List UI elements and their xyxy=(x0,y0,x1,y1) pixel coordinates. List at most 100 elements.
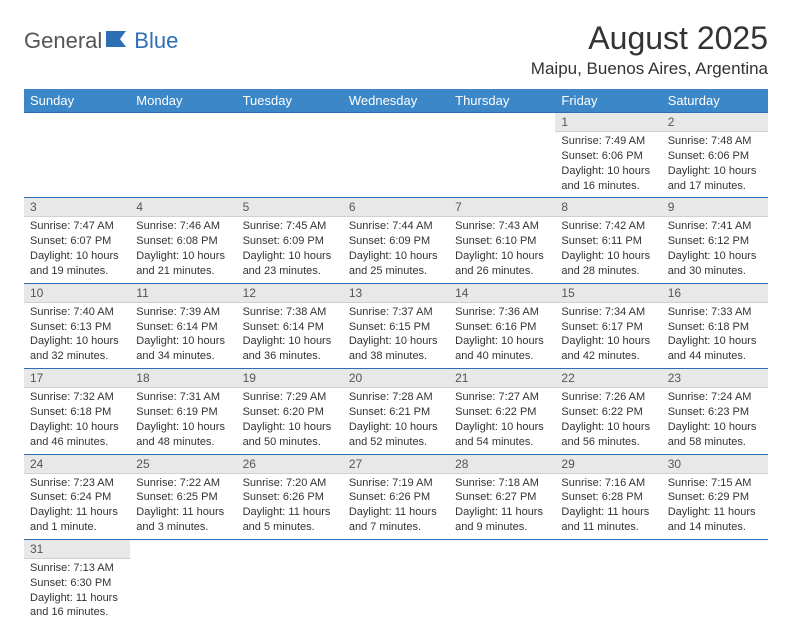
day-cell: 20Sunrise: 7:28 AMSunset: 6:21 PMDayligh… xyxy=(343,369,449,454)
week-row: 10Sunrise: 7:40 AMSunset: 6:13 PMDayligh… xyxy=(24,283,768,368)
day-number: 31 xyxy=(24,540,130,559)
day-number: 23 xyxy=(662,369,768,388)
day-number: 25 xyxy=(130,455,236,474)
day-number: 30 xyxy=(662,455,768,474)
day-number: 14 xyxy=(449,284,555,303)
day-cell xyxy=(343,113,449,198)
day-content: Sunrise: 7:33 AMSunset: 6:18 PMDaylight:… xyxy=(662,303,768,368)
day-content: Sunrise: 7:18 AMSunset: 6:27 PMDaylight:… xyxy=(449,474,555,539)
day-content: Sunrise: 7:23 AMSunset: 6:24 PMDaylight:… xyxy=(24,474,130,539)
day-cell xyxy=(555,539,661,624)
day-cell: 17Sunrise: 7:32 AMSunset: 6:18 PMDayligh… xyxy=(24,369,130,454)
day-number: 27 xyxy=(343,455,449,474)
day-content: Sunrise: 7:43 AMSunset: 6:10 PMDaylight:… xyxy=(449,217,555,282)
day-content: Sunrise: 7:36 AMSunset: 6:16 PMDaylight:… xyxy=(449,303,555,368)
day-cell: 14Sunrise: 7:36 AMSunset: 6:16 PMDayligh… xyxy=(449,283,555,368)
day-content: Sunrise: 7:20 AMSunset: 6:26 PMDaylight:… xyxy=(237,474,343,539)
logo: General Blue xyxy=(24,28,178,54)
day-cell xyxy=(130,539,236,624)
day-number: 4 xyxy=(130,198,236,217)
day-cell xyxy=(130,113,236,198)
day-number: 18 xyxy=(130,369,236,388)
day-number: 17 xyxy=(24,369,130,388)
day-cell: 15Sunrise: 7:34 AMSunset: 6:17 PMDayligh… xyxy=(555,283,661,368)
day-content: Sunrise: 7:40 AMSunset: 6:13 PMDaylight:… xyxy=(24,303,130,368)
day-cell: 9Sunrise: 7:41 AMSunset: 6:12 PMDaylight… xyxy=(662,198,768,283)
day-cell xyxy=(343,539,449,624)
day-header-row: SundayMondayTuesdayWednesdayThursdayFrid… xyxy=(24,89,768,113)
day-cell: 13Sunrise: 7:37 AMSunset: 6:15 PMDayligh… xyxy=(343,283,449,368)
day-content: Sunrise: 7:16 AMSunset: 6:28 PMDaylight:… xyxy=(555,474,661,539)
day-cell: 23Sunrise: 7:24 AMSunset: 6:23 PMDayligh… xyxy=(662,369,768,454)
day-content: Sunrise: 7:32 AMSunset: 6:18 PMDaylight:… xyxy=(24,388,130,453)
day-cell: 27Sunrise: 7:19 AMSunset: 6:26 PMDayligh… xyxy=(343,454,449,539)
day-content: Sunrise: 7:19 AMSunset: 6:26 PMDaylight:… xyxy=(343,474,449,539)
day-cell xyxy=(449,113,555,198)
day-content: Sunrise: 7:13 AMSunset: 6:30 PMDaylight:… xyxy=(24,559,130,624)
day-cell xyxy=(662,539,768,624)
day-cell: 28Sunrise: 7:18 AMSunset: 6:27 PMDayligh… xyxy=(449,454,555,539)
day-number: 21 xyxy=(449,369,555,388)
day-header: Friday xyxy=(555,89,661,113)
day-content: Sunrise: 7:49 AMSunset: 6:06 PMDaylight:… xyxy=(555,132,661,197)
day-cell: 16Sunrise: 7:33 AMSunset: 6:18 PMDayligh… xyxy=(662,283,768,368)
day-header: Monday xyxy=(130,89,236,113)
day-cell xyxy=(449,539,555,624)
day-cell xyxy=(24,113,130,198)
day-number: 15 xyxy=(555,284,661,303)
day-number: 1 xyxy=(555,113,661,132)
calendar-body: 1Sunrise: 7:49 AMSunset: 6:06 PMDaylight… xyxy=(24,113,768,624)
day-number: 19 xyxy=(237,369,343,388)
day-number: 16 xyxy=(662,284,768,303)
month-title: August 2025 xyxy=(531,20,768,57)
day-number: 9 xyxy=(662,198,768,217)
day-header: Tuesday xyxy=(237,89,343,113)
day-cell: 26Sunrise: 7:20 AMSunset: 6:26 PMDayligh… xyxy=(237,454,343,539)
day-number: 6 xyxy=(343,198,449,217)
week-row: 24Sunrise: 7:23 AMSunset: 6:24 PMDayligh… xyxy=(24,454,768,539)
day-cell xyxy=(237,113,343,198)
day-content: Sunrise: 7:31 AMSunset: 6:19 PMDaylight:… xyxy=(130,388,236,453)
day-cell: 2Sunrise: 7:48 AMSunset: 6:06 PMDaylight… xyxy=(662,113,768,198)
day-content: Sunrise: 7:15 AMSunset: 6:29 PMDaylight:… xyxy=(662,474,768,539)
day-cell: 25Sunrise: 7:22 AMSunset: 6:25 PMDayligh… xyxy=(130,454,236,539)
day-cell: 10Sunrise: 7:40 AMSunset: 6:13 PMDayligh… xyxy=(24,283,130,368)
calendar-table: SundayMondayTuesdayWednesdayThursdayFrid… xyxy=(24,89,768,624)
day-content: Sunrise: 7:24 AMSunset: 6:23 PMDaylight:… xyxy=(662,388,768,453)
day-content: Sunrise: 7:48 AMSunset: 6:06 PMDaylight:… xyxy=(662,132,768,197)
day-cell: 3Sunrise: 7:47 AMSunset: 6:07 PMDaylight… xyxy=(24,198,130,283)
day-cell: 29Sunrise: 7:16 AMSunset: 6:28 PMDayligh… xyxy=(555,454,661,539)
day-header: Saturday xyxy=(662,89,768,113)
day-number: 10 xyxy=(24,284,130,303)
header: General Blue August 2025 Maipu, Buenos A… xyxy=(24,20,768,79)
day-cell: 6Sunrise: 7:44 AMSunset: 6:09 PMDaylight… xyxy=(343,198,449,283)
day-cell: 1Sunrise: 7:49 AMSunset: 6:06 PMDaylight… xyxy=(555,113,661,198)
day-number: 8 xyxy=(555,198,661,217)
day-content: Sunrise: 7:45 AMSunset: 6:09 PMDaylight:… xyxy=(237,217,343,282)
day-cell: 7Sunrise: 7:43 AMSunset: 6:10 PMDaylight… xyxy=(449,198,555,283)
day-cell: 30Sunrise: 7:15 AMSunset: 6:29 PMDayligh… xyxy=(662,454,768,539)
day-cell: 8Sunrise: 7:42 AMSunset: 6:11 PMDaylight… xyxy=(555,198,661,283)
day-cell: 31Sunrise: 7:13 AMSunset: 6:30 PMDayligh… xyxy=(24,539,130,624)
day-number: 7 xyxy=(449,198,555,217)
week-row: 17Sunrise: 7:32 AMSunset: 6:18 PMDayligh… xyxy=(24,369,768,454)
day-content: Sunrise: 7:39 AMSunset: 6:14 PMDaylight:… xyxy=(130,303,236,368)
day-number: 24 xyxy=(24,455,130,474)
day-content: Sunrise: 7:29 AMSunset: 6:20 PMDaylight:… xyxy=(237,388,343,453)
day-cell: 12Sunrise: 7:38 AMSunset: 6:14 PMDayligh… xyxy=(237,283,343,368)
day-number: 20 xyxy=(343,369,449,388)
week-row: 1Sunrise: 7:49 AMSunset: 6:06 PMDaylight… xyxy=(24,113,768,198)
day-content: Sunrise: 7:34 AMSunset: 6:17 PMDaylight:… xyxy=(555,303,661,368)
day-number: 2 xyxy=(662,113,768,132)
week-row: 3Sunrise: 7:47 AMSunset: 6:07 PMDaylight… xyxy=(24,198,768,283)
day-content: Sunrise: 7:26 AMSunset: 6:22 PMDaylight:… xyxy=(555,388,661,453)
day-number: 12 xyxy=(237,284,343,303)
day-cell: 19Sunrise: 7:29 AMSunset: 6:20 PMDayligh… xyxy=(237,369,343,454)
day-content: Sunrise: 7:47 AMSunset: 6:07 PMDaylight:… xyxy=(24,217,130,282)
day-header: Wednesday xyxy=(343,89,449,113)
day-number: 28 xyxy=(449,455,555,474)
day-number: 5 xyxy=(237,198,343,217)
week-row: 31Sunrise: 7:13 AMSunset: 6:30 PMDayligh… xyxy=(24,539,768,624)
day-content: Sunrise: 7:41 AMSunset: 6:12 PMDaylight:… xyxy=(662,217,768,282)
day-content: Sunrise: 7:22 AMSunset: 6:25 PMDaylight:… xyxy=(130,474,236,539)
